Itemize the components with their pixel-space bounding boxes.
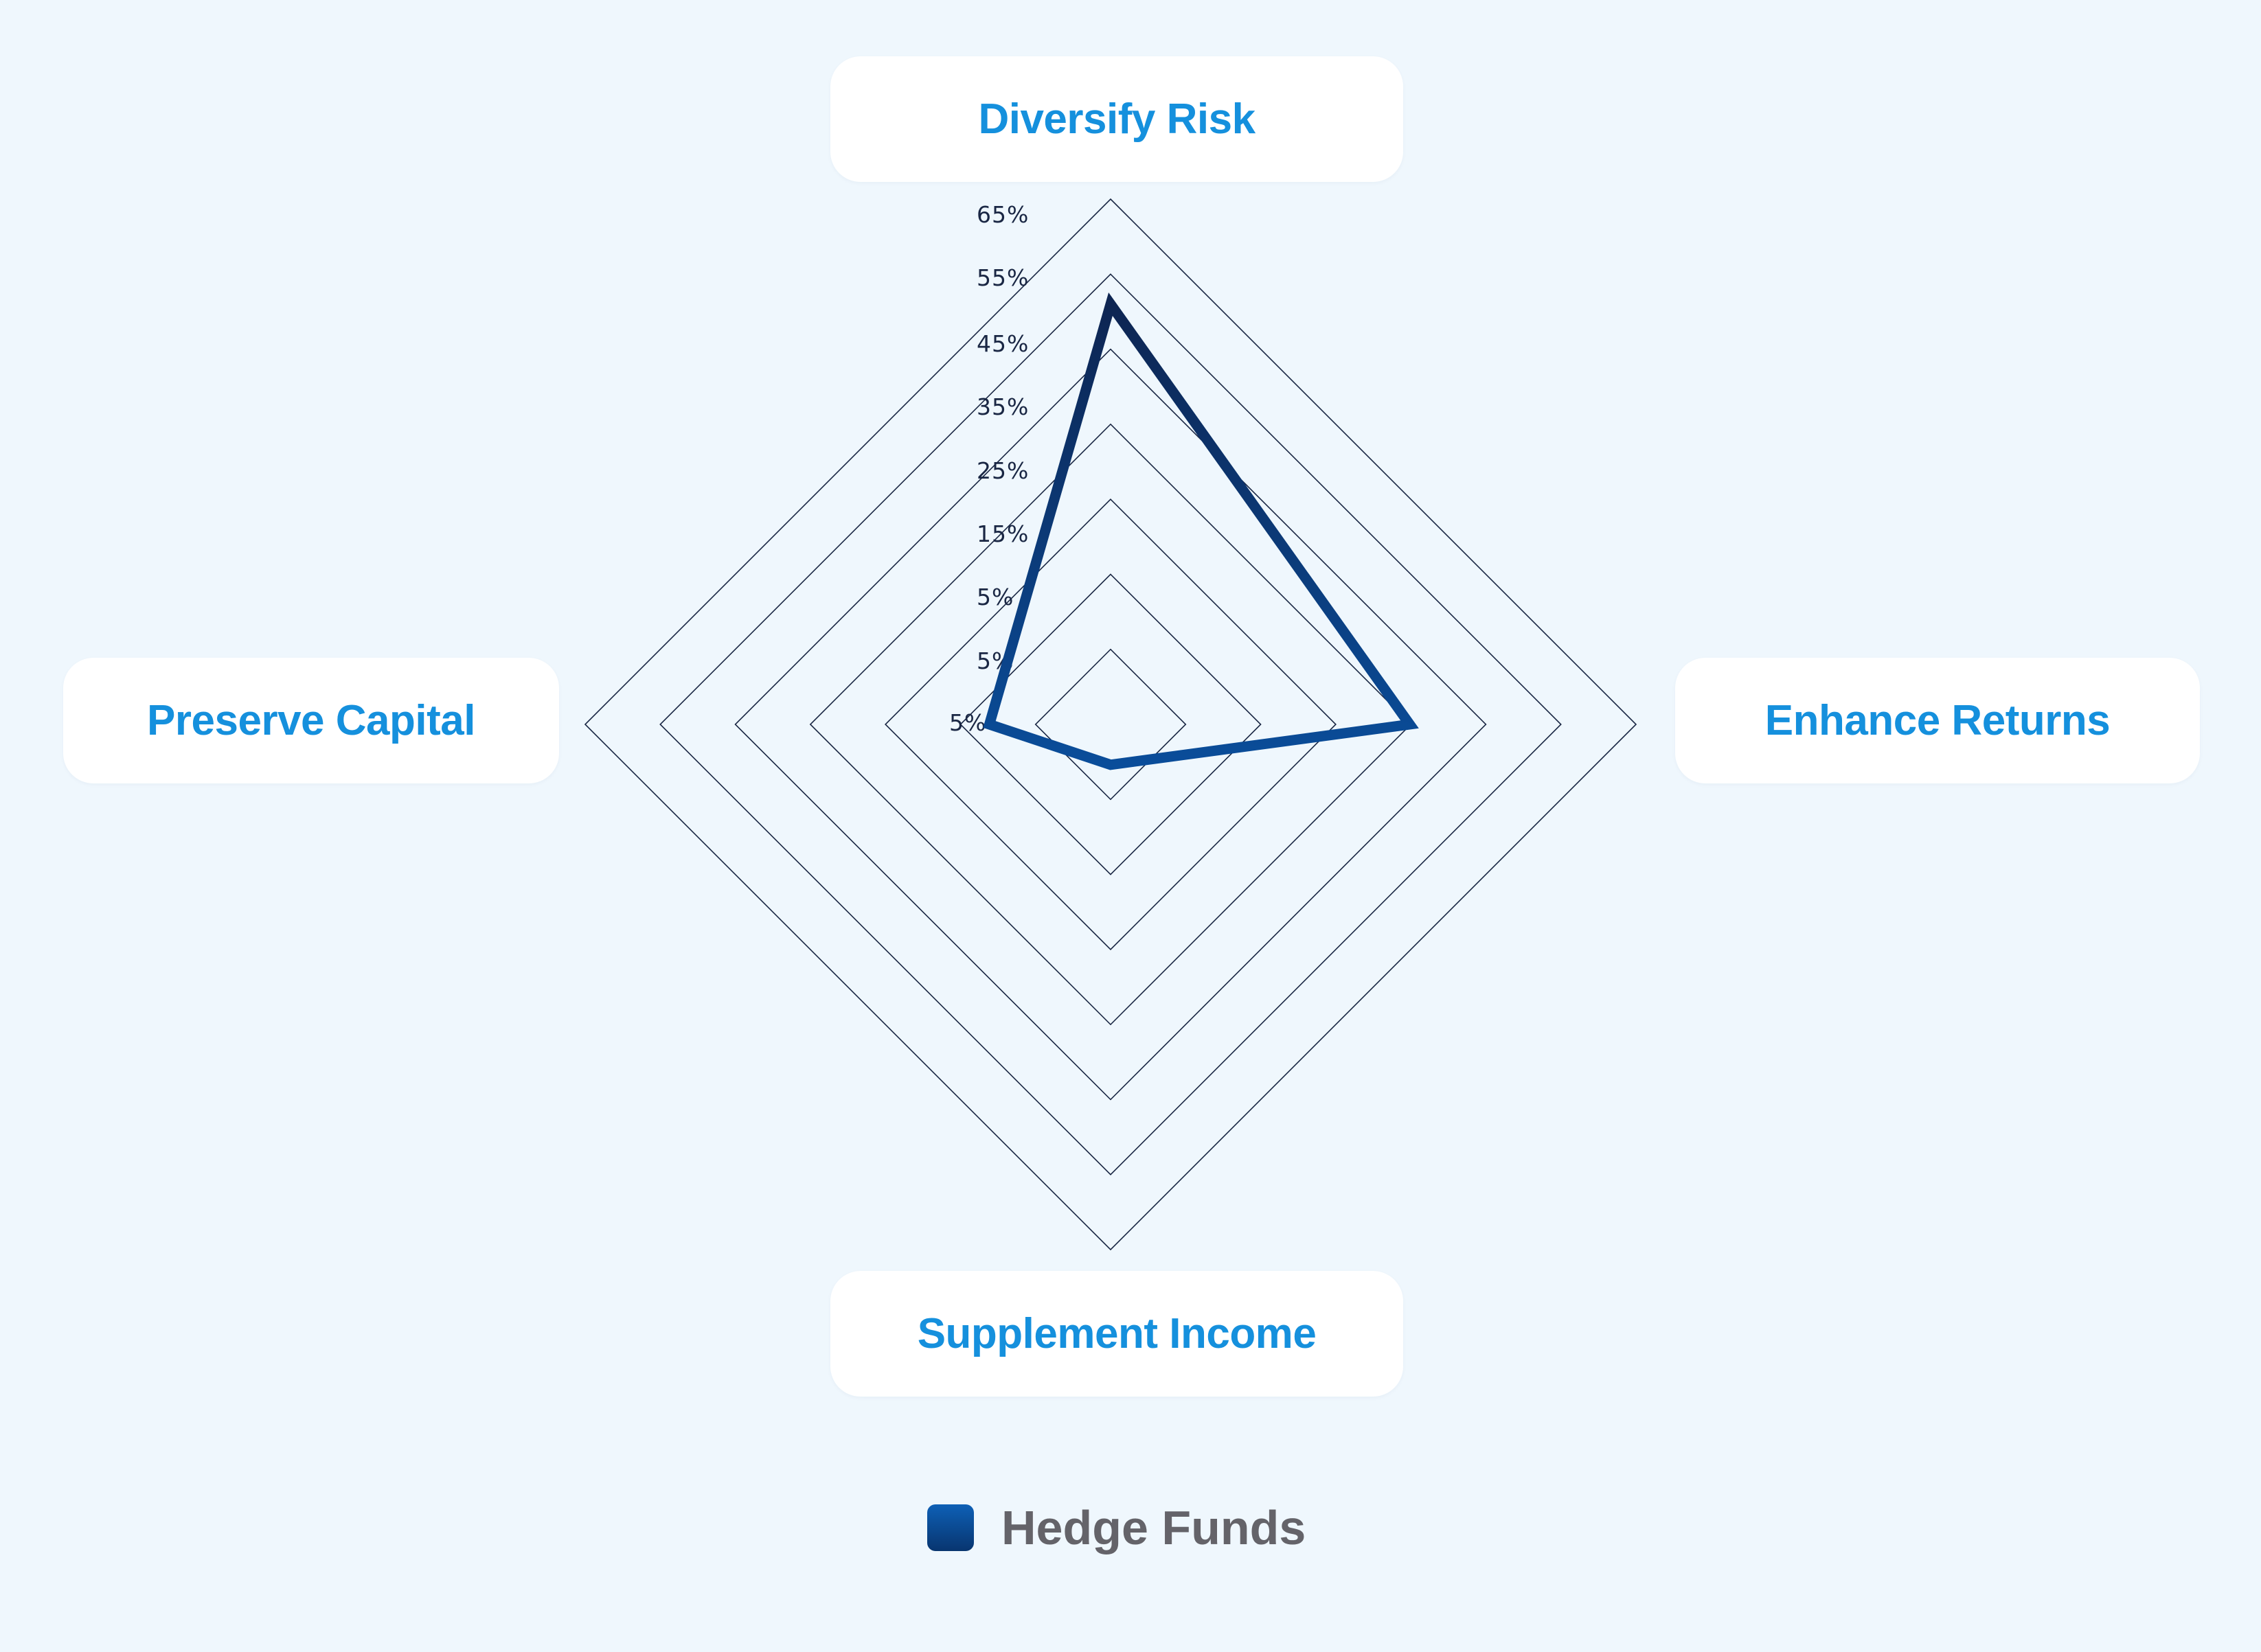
grid-ring-5 [734,348,1487,1101]
grid-ring-2 [959,573,1262,875]
grid-ring-6 [659,273,1562,1175]
radar-grid [584,198,1637,1251]
legend-label-hedge-funds: Hedge Funds [1001,1501,1306,1555]
tick-label: 55% [977,264,1029,291]
tick-label: 65% [977,201,1029,228]
grid-ring-4 [809,423,1412,1026]
radial-tick-labels: 5%5%5%15%25%35%45%55%65% [949,201,1029,736]
legend-swatch-hedge-funds [927,1504,974,1551]
tick-label: 5% [949,709,986,736]
tick-label: 45% [977,330,1029,357]
axis-label-diversify-risk: Diversify Risk [830,56,1403,182]
tick-label: 5% [977,584,1014,610]
tick-label: 35% [977,393,1029,420]
axis-label-preserve-capital: Preserve Capital [63,658,559,783]
series-line-hedge-funds [983,292,1419,770]
grid-ring-3 [885,498,1337,950]
series-layer [983,292,1419,770]
grid-ring-7 [584,198,1637,1251]
grid-ring-1 [1034,648,1187,801]
tick-label: 15% [977,520,1029,547]
axis-label-supplement-income: Supplement Income [830,1271,1403,1397]
tick-label: 25% [977,457,1029,484]
legend: Hedge Funds [927,1500,1306,1555]
axis-label-enhance-returns: Enhance Returns [1675,658,2200,783]
